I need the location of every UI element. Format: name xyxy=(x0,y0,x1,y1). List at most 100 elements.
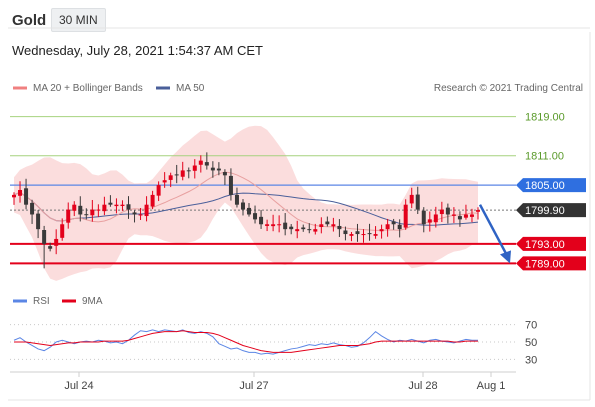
candle-body xyxy=(343,230,348,235)
level-label-support: 1793.00 xyxy=(525,239,565,251)
candle-body xyxy=(271,224,276,227)
candle-body xyxy=(156,185,161,196)
x-axis-ticks: Jul 24 Jul 27 Jul 28 Aug 1 xyxy=(64,372,505,392)
candle-body xyxy=(331,224,336,227)
candle-body xyxy=(367,233,372,235)
ma50-legend-label: MA 50 xyxy=(176,83,205,94)
candle-body xyxy=(259,216,264,225)
bollinger-band-area xyxy=(14,125,478,281)
candle-body xyxy=(469,214,474,217)
x-tick-label: Jul 28 xyxy=(408,380,437,392)
candle-body xyxy=(421,210,426,225)
candle-body xyxy=(361,234,366,236)
level-tag-last xyxy=(516,203,586,218)
candle-body xyxy=(313,229,318,232)
candle-body xyxy=(174,174,179,176)
level-label-resistance: 1811.00 xyxy=(525,151,564,163)
candle-body xyxy=(114,204,119,207)
candle-body xyxy=(415,194,420,210)
candle-body xyxy=(36,213,41,230)
candle-body xyxy=(373,234,378,236)
candle-body xyxy=(433,214,438,223)
rsi-tick-label: 70 xyxy=(525,320,537,332)
rsi-legend: RSI 9MA xyxy=(13,296,103,307)
candle-body xyxy=(60,224,65,238)
candle-body xyxy=(18,190,23,196)
candle-body xyxy=(295,229,300,232)
candle-body xyxy=(289,226,294,230)
candle-body xyxy=(451,214,456,216)
forecast-arrow-head xyxy=(500,250,511,264)
candle-body xyxy=(90,209,95,216)
candle-body xyxy=(307,229,312,231)
candle-body xyxy=(476,210,480,212)
level-lines xyxy=(10,116,516,265)
level-tag-pivot xyxy=(516,178,586,193)
candle-body xyxy=(247,207,252,215)
rsi-panel: 70 50 30 xyxy=(10,320,537,366)
candle-body xyxy=(144,204,149,217)
candle-body xyxy=(319,224,324,227)
moving-averages xyxy=(13,171,479,231)
candle-body xyxy=(54,238,59,246)
level-tag-support xyxy=(516,236,586,251)
candle-body xyxy=(391,221,396,225)
candle-body xyxy=(228,175,233,195)
candles xyxy=(12,152,480,269)
ma50-line xyxy=(13,191,479,226)
candle-body xyxy=(445,207,450,215)
level-labels: 1819.00 1811.00 1805.00 1799.90 1793.00 1789.… xyxy=(516,112,586,271)
level-label-support: 1789.00 xyxy=(525,258,565,270)
candle-body xyxy=(162,180,167,183)
candle-body xyxy=(385,224,390,230)
candle-body xyxy=(349,234,354,236)
candle-body xyxy=(283,222,288,230)
candle-body xyxy=(192,165,197,171)
level-tag-support xyxy=(516,256,586,271)
x-tick-label: Jul 27 xyxy=(239,380,268,392)
candle-body xyxy=(379,229,384,232)
candle-body xyxy=(78,205,83,215)
candle-body xyxy=(463,214,468,218)
x-tick-label: Jul 24 xyxy=(64,380,93,392)
ma20-line xyxy=(13,171,479,231)
candle-body xyxy=(120,204,125,206)
candle-body xyxy=(427,219,432,223)
rsi-ma-legend-label: 9MA xyxy=(82,296,103,307)
candle-body xyxy=(168,175,173,180)
candle-body xyxy=(439,209,444,215)
rsi-tick-label: 30 xyxy=(525,354,537,366)
candle-body xyxy=(108,202,113,205)
level-label-resistance: 1819.00 xyxy=(525,112,565,124)
candle-body xyxy=(277,224,282,226)
candle-body xyxy=(253,213,258,220)
x-tick-label: Aug 1 xyxy=(477,380,506,392)
rsi-ma-line xyxy=(14,330,478,353)
candle-body xyxy=(301,227,306,230)
candle-body xyxy=(24,188,29,205)
candle-body xyxy=(126,204,131,210)
candle-body xyxy=(66,209,71,223)
candle-body xyxy=(198,160,203,165)
candle-body xyxy=(12,194,16,198)
instrument-title: Gold xyxy=(12,12,47,29)
candle-body xyxy=(72,204,77,211)
main-legend: MA 20 + Bollinger Bands MA 50 Research ©… xyxy=(13,83,583,94)
candle-body xyxy=(240,202,245,210)
candle-body xyxy=(180,170,185,177)
forecast-arrow xyxy=(478,204,511,264)
candle-body xyxy=(48,246,53,249)
candle-body xyxy=(457,216,462,220)
candle-body xyxy=(84,214,89,216)
candle-body xyxy=(30,202,35,215)
candle-body xyxy=(150,194,155,207)
candle-body xyxy=(325,221,330,225)
candle-body xyxy=(204,162,209,166)
candle-body xyxy=(355,231,360,235)
timestamp: Wednesday, July 28, 2021 1:54:37 AM CET xyxy=(12,43,263,58)
bollinger-band xyxy=(14,125,478,281)
rsi-tick-label: 50 xyxy=(525,337,537,349)
candle-body xyxy=(42,230,47,244)
candle-body xyxy=(234,194,239,205)
